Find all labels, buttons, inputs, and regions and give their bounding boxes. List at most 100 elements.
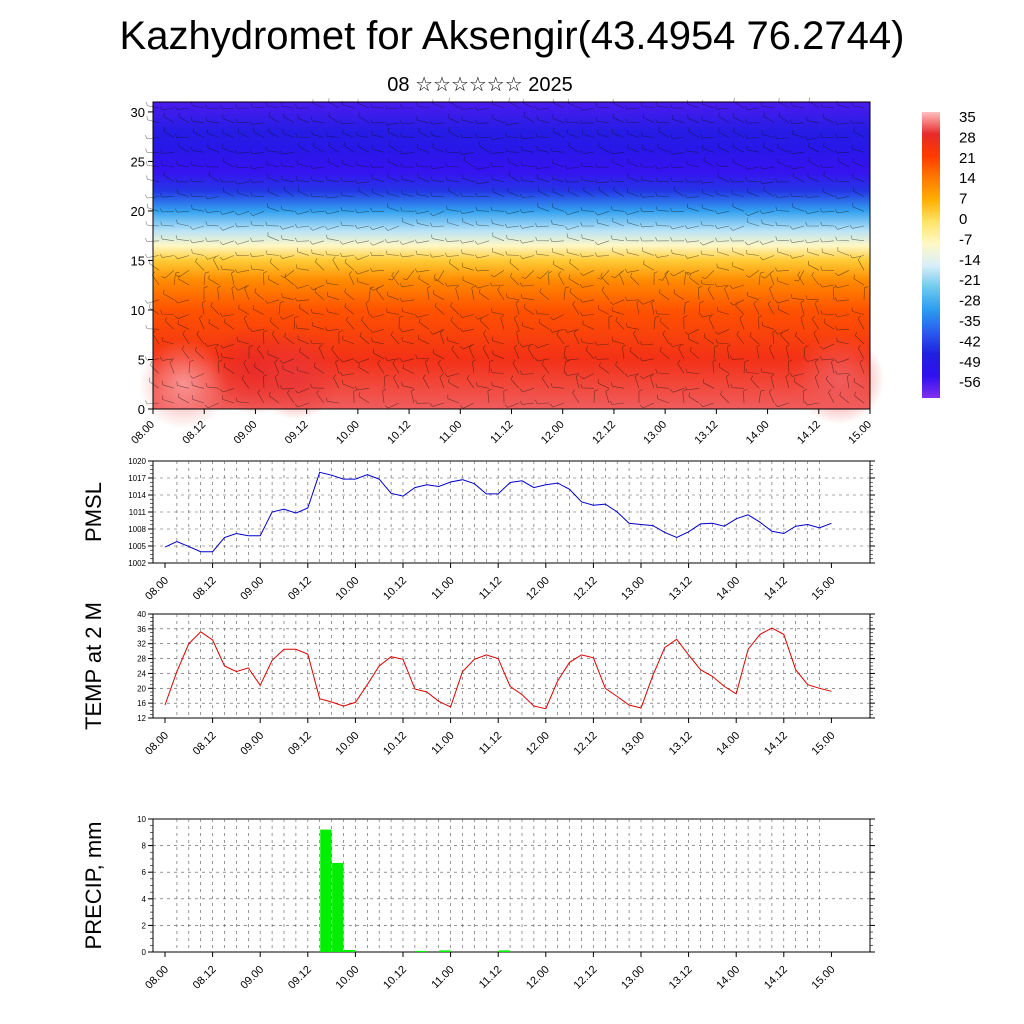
x-tick-label: 13.00 [619, 964, 647, 992]
y-tick-label: 20 [131, 204, 145, 219]
x-tick-label: 10.12 [381, 964, 409, 992]
y-tick-label: 4 [142, 895, 147, 904]
y-tick-label: 10 [131, 303, 145, 318]
y-tick-label: 1017 [128, 474, 146, 483]
colorbar-label: -56 [959, 374, 981, 391]
x-tick-label: 12.12 [572, 730, 600, 758]
colorbar-label: -42 [959, 333, 981, 350]
temp-panel-ylabel: TEMP at 2 M [81, 602, 106, 730]
colorbar-label: -28 [959, 293, 981, 310]
x-tick-label: 14.00 [714, 964, 742, 992]
x-tick-label: 13.12 [667, 964, 695, 992]
y-tick-label: 1020 [128, 457, 146, 466]
temp-panel-frame [152, 613, 871, 719]
x-tick-label: 12.00 [524, 964, 552, 992]
x-tick-label: 09.00 [232, 419, 260, 447]
colorbar-label: -14 [959, 252, 981, 269]
x-tick-label: 10.12 [385, 419, 413, 447]
x-tick-label: 12.00 [524, 575, 552, 603]
precip-panel-frame [152, 818, 871, 953]
precip-bar [320, 829, 332, 952]
precip-bar [332, 862, 344, 952]
x-tick-label: 08.12 [191, 575, 219, 603]
x-tick-label: 14.12 [762, 964, 790, 992]
x-tick-label: 13.00 [619, 575, 647, 603]
colorbar-label: 35 [959, 109, 976, 126]
x-tick-label: 12.00 [524, 730, 552, 758]
y-tick-label: 25 [131, 154, 145, 169]
warm-core [138, 339, 229, 430]
x-tick-label: 08.00 [143, 575, 171, 603]
pmsl-panel-series-line [164, 471, 832, 553]
x-tick-label: 10.12 [381, 730, 409, 758]
y-tick-label: 12 [137, 714, 146, 723]
colorbar-label: 0 [959, 211, 967, 228]
x-tick-label: 14.00 [714, 575, 742, 603]
x-tick-label: 11.00 [429, 964, 456, 991]
x-tick-label: 13.12 [667, 575, 695, 603]
x-tick-label: 08.00 [143, 730, 171, 758]
x-tick-label: 09.00 [238, 575, 266, 603]
y-tick-label: 5 [138, 352, 145, 367]
x-tick-label: 09.00 [238, 964, 266, 992]
page-title: Kazhydromet for Aksengir(43.4954 76.2744… [119, 14, 905, 58]
x-tick-label: 09.12 [283, 419, 311, 447]
precip-bar [415, 950, 427, 952]
colorbar-label: 14 [959, 170, 976, 187]
x-tick-label: 14.12 [762, 730, 790, 758]
y-tick-label: 16 [137, 699, 146, 708]
x-tick-label: 10.00 [334, 730, 362, 758]
x-tick-label: 10.00 [334, 964, 362, 992]
y-tick-label: 15 [131, 253, 145, 268]
colorbar-label: 21 [959, 150, 976, 167]
y-tick-label: 1005 [128, 542, 146, 551]
colorbar [922, 112, 940, 398]
y-tick-label: 0 [138, 402, 145, 417]
x-tick-label: 14.00 [744, 419, 772, 447]
x-tick-label: 13.12 [693, 419, 721, 447]
y-tick-label: 40 [137, 610, 146, 619]
x-tick-label: 10.00 [334, 419, 362, 447]
precip-bar [498, 950, 511, 952]
colorbar-label: 7 [959, 191, 967, 208]
x-tick-label: 13.00 [641, 419, 669, 447]
y-tick-label: 1002 [128, 559, 146, 568]
x-tick-label: 11.00 [429, 575, 456, 602]
x-tick-label: 11.12 [488, 419, 515, 446]
x-tick-label: 15.00 [810, 730, 838, 758]
x-tick-label: 13.00 [619, 730, 647, 758]
y-tick-label: 24 [137, 669, 146, 678]
y-tick-label: 6 [142, 868, 147, 877]
colorbar-label: -35 [959, 313, 981, 330]
x-tick-label: 11.12 [477, 964, 504, 991]
warm-core [794, 334, 885, 425]
x-tick-label: 14.12 [795, 419, 823, 447]
y-tick-label: 28 [137, 655, 146, 664]
x-tick-label: 11.12 [477, 730, 504, 757]
x-tick-label: 15.00 [810, 964, 838, 992]
x-tick-label: 09.00 [238, 730, 266, 758]
precip-bar [344, 950, 356, 952]
x-tick-label: 14.12 [762, 575, 790, 603]
precip-bar [439, 950, 451, 952]
page-subtitle: 08 ☆☆☆☆☆☆ 2025 [387, 74, 573, 96]
temp-panel-series-line [164, 627, 832, 710]
x-tick-label: 15.00 [810, 575, 838, 603]
x-tick-label: 11.12 [477, 575, 504, 602]
x-tick-label: 09.12 [286, 964, 314, 992]
y-tick-label: 32 [137, 640, 146, 649]
y-tick-label: 2 [142, 921, 147, 930]
x-tick-label: 12.00 [539, 419, 567, 447]
x-tick-label: 09.12 [286, 730, 314, 758]
x-tick-label: 12.12 [572, 575, 600, 603]
y-tick-label: 30 [131, 105, 145, 120]
x-tick-label: 13.12 [667, 730, 695, 758]
pmsl-panel-grid [153, 461, 870, 563]
y-tick-label: 1011 [129, 508, 147, 517]
x-tick-label: 08.12 [191, 964, 219, 992]
colorbar-label: -7 [959, 231, 972, 248]
x-tick-label: 12.12 [590, 419, 618, 447]
x-tick-label: 14.00 [714, 730, 742, 758]
